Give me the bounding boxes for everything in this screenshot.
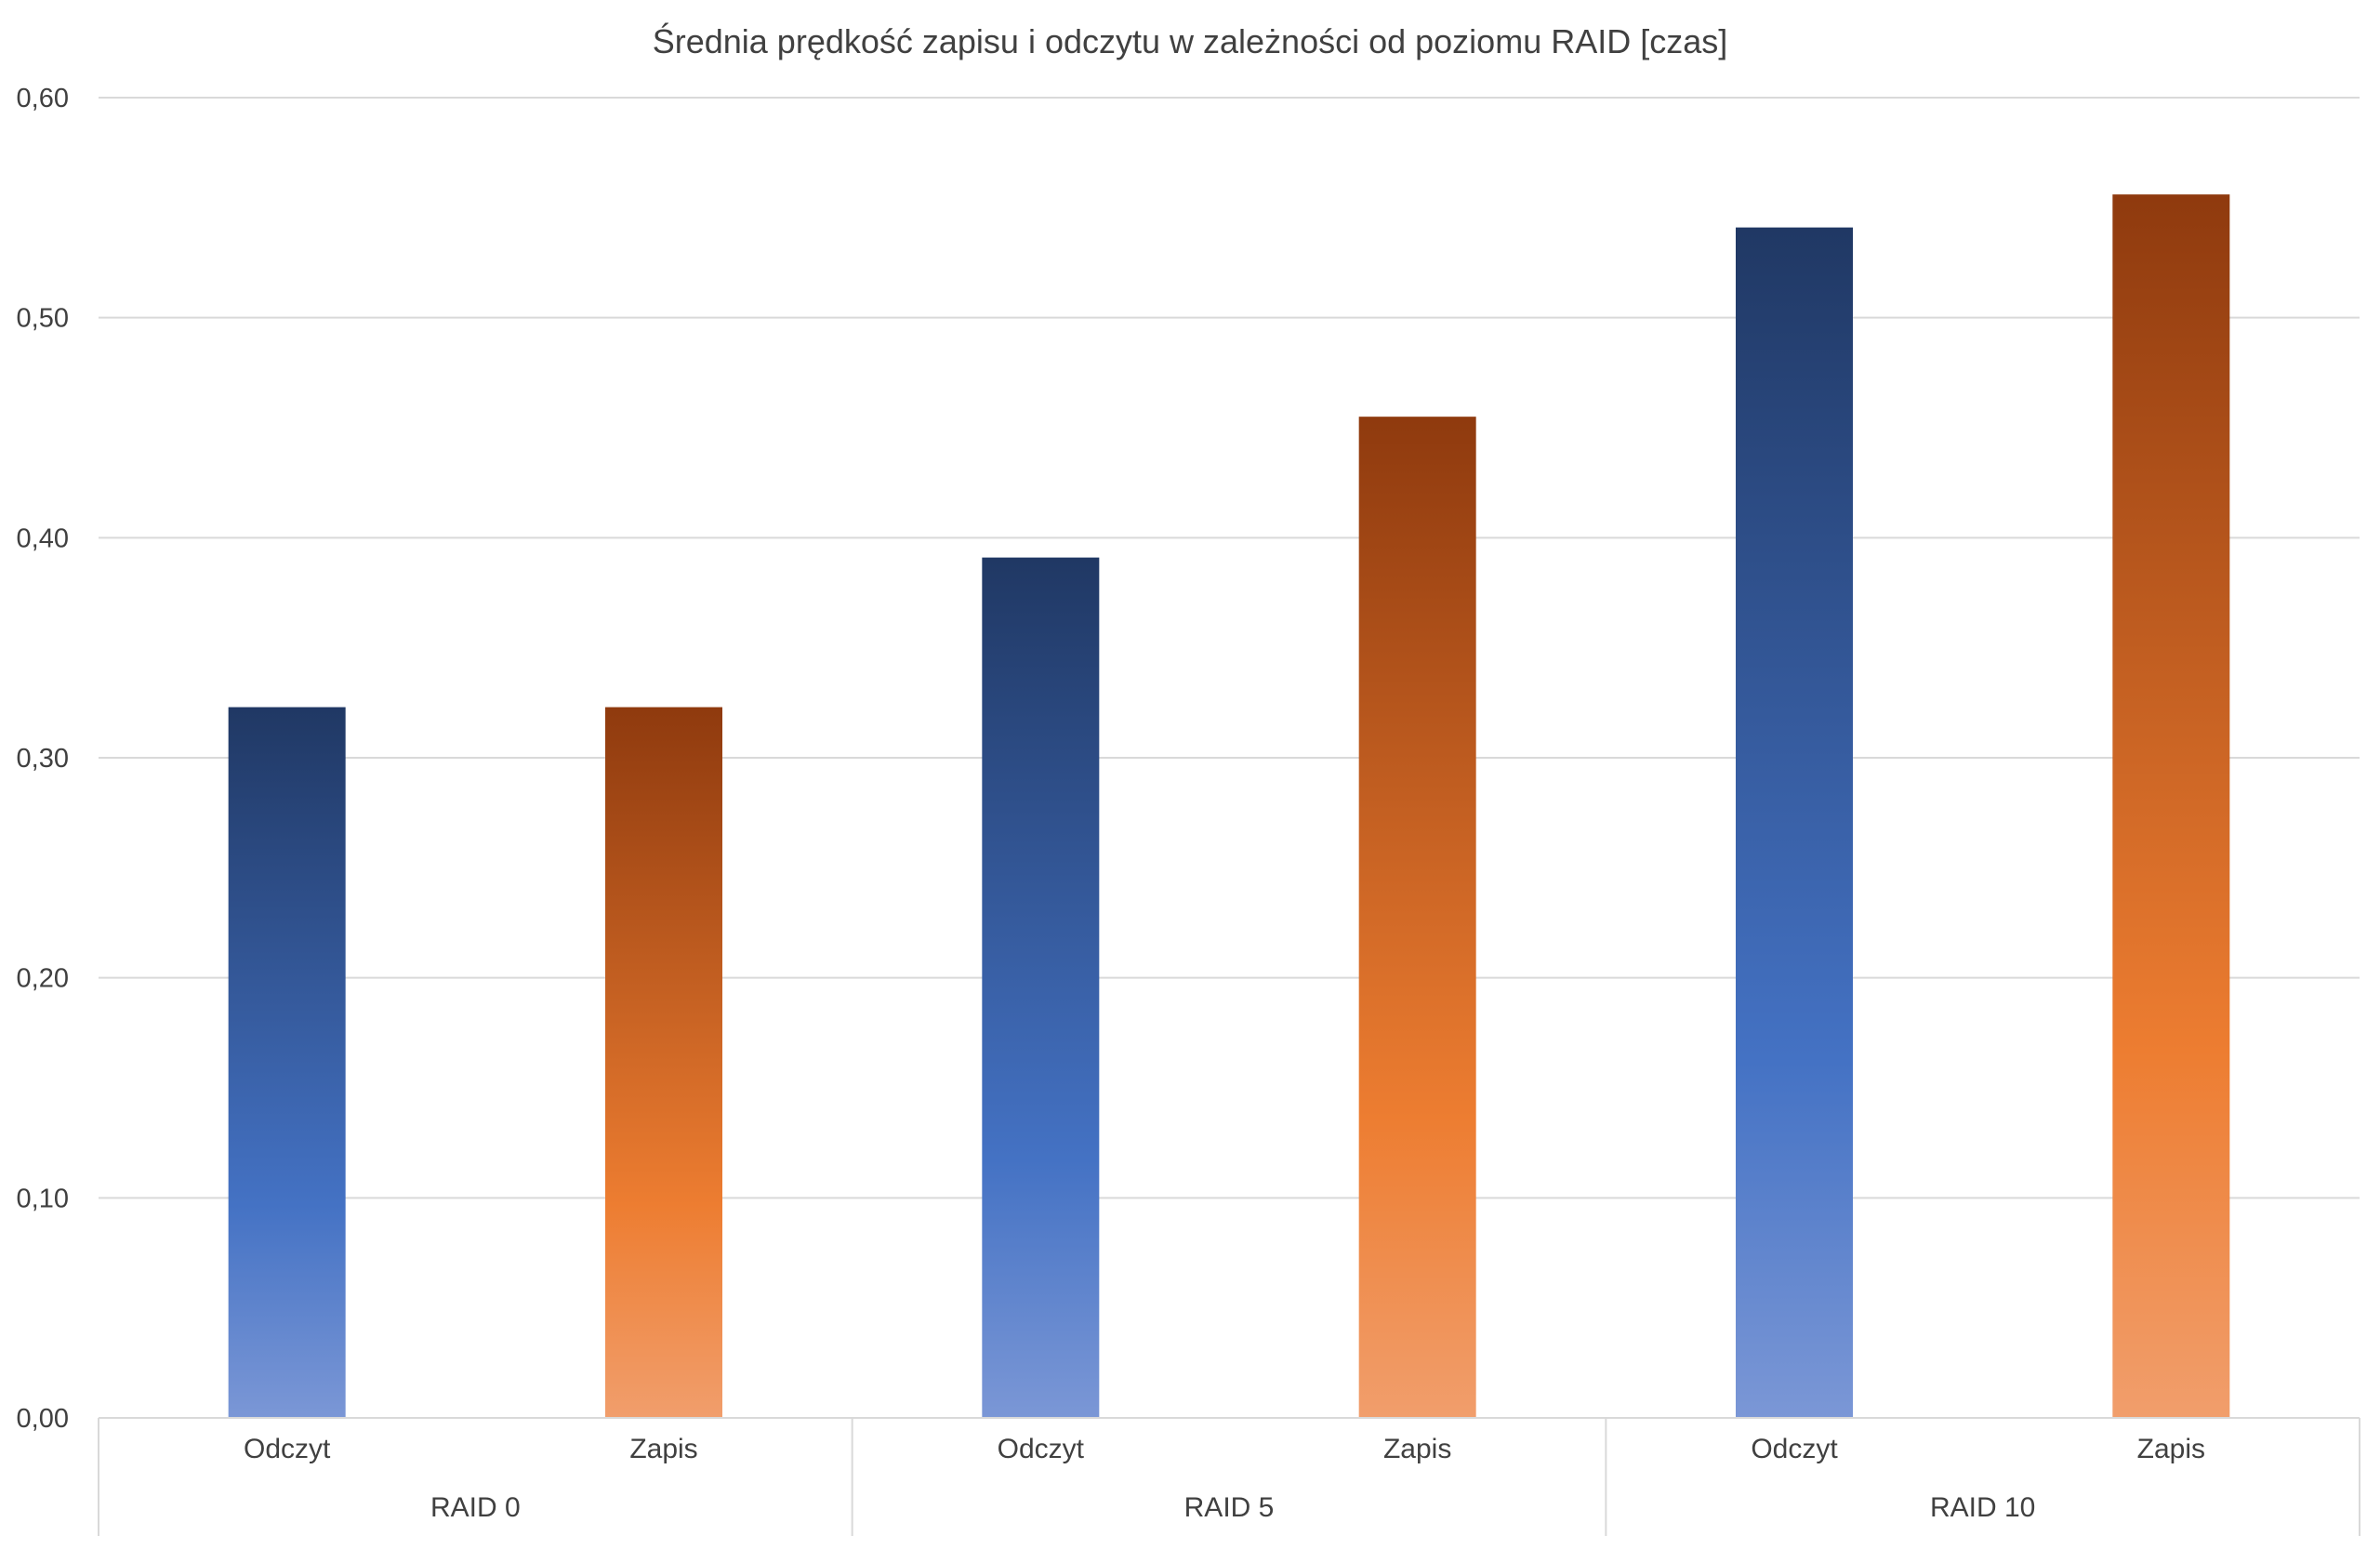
x-group-label: RAID 10 — [1930, 1492, 2035, 1523]
x-category-label: Zapis — [2137, 1434, 2205, 1464]
x-category-label: Odczyt — [1751, 1434, 1838, 1464]
x-category-label: Odczyt — [244, 1434, 331, 1464]
x-group-label: RAID 5 — [1184, 1492, 1275, 1523]
x-group-label: RAID 0 — [430, 1492, 521, 1523]
y-tick-label: 0,20 — [17, 964, 69, 994]
bar-write — [605, 707, 722, 1418]
x-category-label: Zapis — [1383, 1434, 1451, 1464]
x-category-label: Zapis — [629, 1434, 697, 1464]
y-tick-label: 0,50 — [17, 304, 69, 334]
chart-title: Średnia prędkość zapisu i odczytu w zale… — [653, 21, 1728, 60]
y-tick-label: 0,60 — [17, 84, 69, 113]
x-axis — [98, 1417, 2360, 1536]
y-tick-label: 0,30 — [17, 744, 69, 774]
y-tick-label: 0,40 — [17, 523, 69, 553]
bar-read — [1736, 227, 1853, 1419]
gridlines — [99, 97, 2360, 1199]
x-axis-category-labels: Odczyt Zapis RAID 0 Odczyt Zapis RAID 5 Odczyt… — [244, 1434, 2205, 1523]
bar-read — [982, 557, 1100, 1418]
y-axis-tick-labels: 0,00 0,10 0,20 0,30 0,40 0,50 0,60 — [17, 84, 69, 1434]
x-category-label: Odczyt — [998, 1434, 1085, 1464]
y-tick-label: 0,10 — [17, 1184, 69, 1213]
bars — [228, 194, 2230, 1419]
bar-write — [1358, 417, 1476, 1419]
bar-read — [228, 707, 346, 1418]
y-tick-label: 0,00 — [17, 1404, 69, 1434]
bar-write — [2112, 194, 2230, 1419]
